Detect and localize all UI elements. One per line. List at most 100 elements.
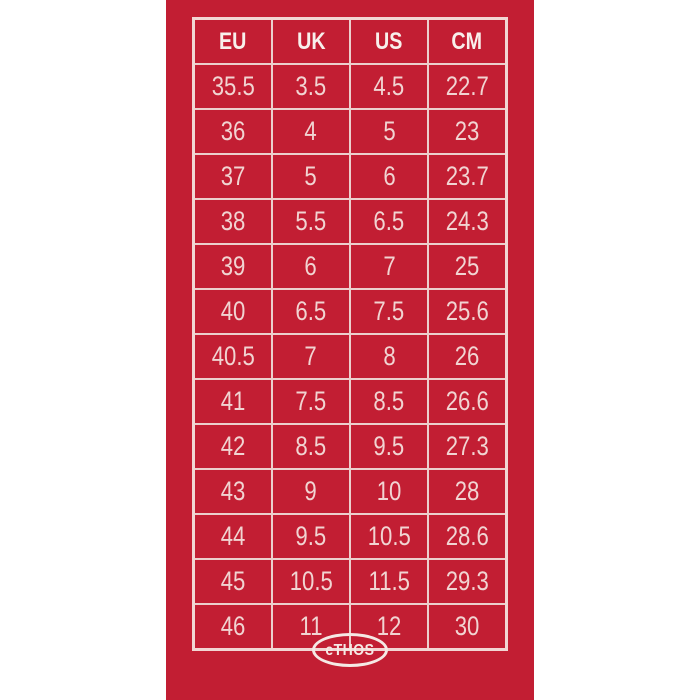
table-cell: 26.6 [427, 378, 508, 425]
table-cell-value: 5 [382, 116, 396, 146]
table-cell: 10.5 [270, 558, 352, 605]
table-cell: 11.5 [348, 558, 430, 605]
table-cell: 39 [192, 243, 273, 290]
table-cell: 5 [348, 108, 430, 155]
table-cell-value: 9.5 [373, 431, 405, 461]
table-row: 41 7.5 8.5 26.6 [192, 378, 508, 425]
table-cell-value: 41 [220, 386, 246, 416]
table-row: 35.5 3.5 4.5 22.7 [192, 63, 508, 110]
table-row: 46 11 12 30 [192, 603, 508, 651]
table-cell: 24.3 [427, 198, 508, 245]
table-cell: 45 [192, 558, 273, 605]
column-header-us: US [348, 17, 430, 65]
table-cell-value: 38 [220, 206, 246, 236]
column-header-eu: EU [192, 17, 273, 65]
table-cell: 22.7 [427, 63, 508, 110]
table-cell: 38 [192, 198, 273, 245]
table-row: 38 5.5 6.5 24.3 [192, 198, 508, 245]
table-cell-value: 8.5 [373, 386, 405, 416]
table-cell: 4 [270, 108, 352, 155]
table-cell: 9.5 [270, 513, 352, 560]
table-cell-value: 11 [299, 611, 323, 641]
table-cell: 35.5 [192, 63, 273, 110]
table-cell-value: 30 [454, 611, 480, 641]
red-panel: EU UK US CM 35.5 3.5 4.5 22.7 36 4 5 23 37 5 6 23.7 38 5… [166, 0, 534, 700]
table-cell-value: 25 [454, 251, 480, 281]
table-cell-value: 26.6 [445, 386, 489, 416]
table-cell: 27.3 [427, 423, 508, 470]
table-cell-value: 7.5 [373, 296, 405, 326]
table-cell-value: 37 [220, 161, 246, 191]
table-cell-value: 23.7 [445, 161, 489, 191]
table-cell: 6 [348, 153, 430, 200]
table-cell-value: 6 [382, 161, 396, 191]
column-header-label: CM [451, 27, 483, 55]
table-cell-value: 46 [220, 611, 246, 641]
table-cell: 40.5 [192, 333, 273, 380]
ethos-logo-text: eTHOS [325, 641, 375, 659]
table-cell-value: 10 [376, 476, 402, 506]
table-row: 36 4 5 23 [192, 108, 508, 155]
table-cell: 42 [192, 423, 273, 470]
table-row: 40 6.5 7.5 25.6 [192, 288, 508, 335]
table-cell: 28.6 [427, 513, 508, 560]
table-cell: 7 [348, 243, 430, 290]
table-cell: 29.3 [427, 558, 508, 605]
table-cell-value: 24.3 [445, 206, 489, 236]
table-row: 42 8.5 9.5 27.3 [192, 423, 508, 470]
table-cell: 43 [192, 468, 273, 515]
table-cell-value: 11.5 [368, 566, 410, 596]
table-cell: 8.5 [270, 423, 352, 470]
table-cell: 23 [427, 108, 508, 155]
table-cell: 10.5 [348, 513, 430, 560]
column-header-label: US [375, 27, 403, 55]
table-cell-value: 10.5 [367, 521, 411, 551]
table-cell: 3.5 [270, 63, 352, 110]
column-header-uk: UK [270, 17, 352, 65]
table-row: 40.5 7 8 26 [192, 333, 508, 380]
table-cell-value: 28 [454, 476, 480, 506]
table-cell: 6.5 [270, 288, 352, 335]
table-cell: 23.7 [427, 153, 508, 200]
table-cell-value: 7 [382, 251, 396, 281]
table-cell-value: 40 [220, 296, 246, 326]
table-cell-value: 8 [382, 341, 396, 371]
table-cell: 9.5 [348, 423, 430, 470]
table-body: 35.5 3.5 4.5 22.7 36 4 5 23 37 5 6 23.7 38 5.5 6.5 24.3… [192, 63, 508, 651]
table-cell-value: 43 [220, 476, 246, 506]
table-cell-value: 36 [220, 116, 246, 146]
table-row: 43 9 10 28 [192, 468, 508, 515]
table-cell: 44 [192, 513, 273, 560]
table-cell-value: 7.5 [295, 386, 327, 416]
table-cell: 25.6 [427, 288, 508, 335]
table-cell-value: 6.5 [295, 296, 327, 326]
table-cell-value: 12 [376, 611, 402, 641]
table-cell-value: 22.7 [445, 71, 489, 101]
table-cell-value: 42 [220, 431, 246, 461]
table-cell: 7.5 [270, 378, 352, 425]
table-cell: 5 [270, 153, 352, 200]
table-cell: 7.5 [348, 288, 430, 335]
table-cell-value: 9 [304, 476, 318, 506]
table-cell-value: 40.5 [211, 341, 255, 371]
table-cell: 6.5 [348, 198, 430, 245]
table-row: 44 9.5 10.5 28.6 [192, 513, 508, 560]
table-cell: 40 [192, 288, 273, 335]
table-cell-value: 27.3 [445, 431, 489, 461]
table-cell-value: 45 [220, 566, 246, 596]
table-cell-value: 9.5 [295, 521, 327, 551]
size-conversion-table: EU UK US CM 35.5 3.5 4.5 22.7 36 4 5 23 37 5 6 23.7 38 5… [192, 17, 508, 651]
table-cell: 6 [270, 243, 352, 290]
table-cell-value: 28.6 [445, 521, 489, 551]
table-cell-value: 5 [304, 161, 318, 191]
ethos-logo: eTHOS [312, 633, 388, 667]
table-cell: 9 [270, 468, 352, 515]
table-cell: 46 [192, 603, 273, 651]
table-cell: 10 [348, 468, 430, 515]
table-cell-value: 39 [220, 251, 246, 281]
table-cell: 4.5 [348, 63, 430, 110]
table-cell: 28 [427, 468, 508, 515]
header-row: EU UK US CM [192, 17, 508, 65]
table-cell: 41 [192, 378, 273, 425]
